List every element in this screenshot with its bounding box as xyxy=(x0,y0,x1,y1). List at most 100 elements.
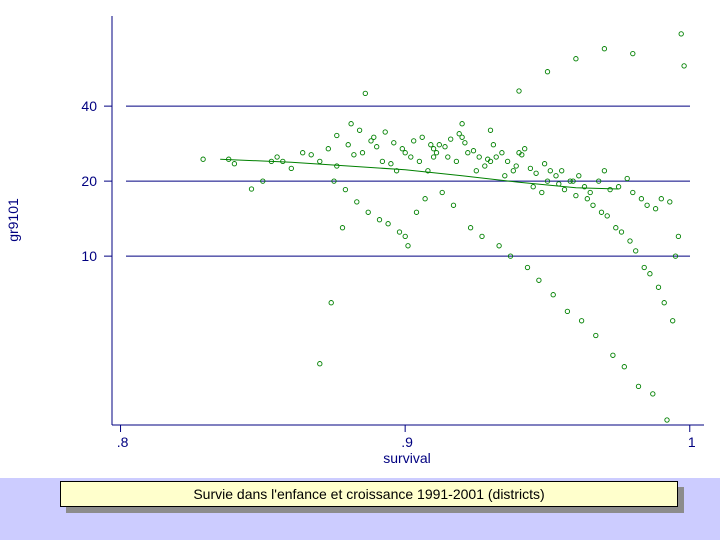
scatter-point xyxy=(462,140,468,146)
scatter-point xyxy=(493,154,499,160)
scatter-point xyxy=(465,150,471,156)
y-axis-title: gr9101 xyxy=(5,198,21,242)
scatter-point xyxy=(348,121,354,127)
x-tick-label: .8 xyxy=(117,434,129,450)
scatter-point xyxy=(530,184,536,190)
scatter-point xyxy=(553,173,559,179)
scatter-point xyxy=(536,277,542,283)
scatter-point xyxy=(550,292,556,298)
y-tick-label: 10 xyxy=(81,248,97,264)
scatter-point xyxy=(345,142,351,148)
scatter-point xyxy=(635,383,642,390)
scatter-point xyxy=(362,90,368,97)
scatter-point xyxy=(658,196,664,202)
scatter-point xyxy=(547,168,553,174)
scatter-point xyxy=(359,150,366,156)
scatter-point xyxy=(533,170,539,176)
scatter-point xyxy=(342,186,349,193)
scatter-point xyxy=(630,189,636,196)
scatter-point xyxy=(445,154,451,160)
scatter-point xyxy=(382,129,388,135)
scatter-point xyxy=(450,202,457,208)
scatter-point xyxy=(496,243,502,249)
scatter-point xyxy=(334,132,340,139)
scatter-point xyxy=(581,184,588,190)
scatter-point xyxy=(413,209,420,215)
scatter-point xyxy=(513,163,519,169)
scatter-point xyxy=(365,209,371,215)
y-axis-ticks: 10 20 40 xyxy=(81,98,112,264)
scatter-point xyxy=(200,156,206,162)
scatter-point xyxy=(570,178,576,184)
scatter-point xyxy=(433,150,440,156)
scatter-point xyxy=(391,140,397,146)
scatter-point xyxy=(473,168,479,174)
scatter-point xyxy=(522,146,528,152)
scatter-point xyxy=(485,156,491,162)
scatter-point xyxy=(507,253,514,259)
x-tick-label: .9 xyxy=(401,434,413,450)
scatter-point xyxy=(675,233,682,240)
scatter-point xyxy=(601,168,608,174)
scatter-point xyxy=(638,196,645,202)
scatter-point xyxy=(419,134,425,140)
scatter-point xyxy=(482,163,488,169)
scatter-point xyxy=(374,144,380,150)
scatter-point xyxy=(368,138,374,144)
scatter-point xyxy=(601,46,608,52)
scatter-point xyxy=(593,332,599,339)
scatter-point xyxy=(544,69,551,75)
scatter-point xyxy=(667,199,673,205)
scatter-point xyxy=(467,225,474,231)
scatter-point xyxy=(459,121,465,127)
scatter-point xyxy=(396,229,403,235)
scatter-point xyxy=(678,31,684,37)
scatter-point xyxy=(573,192,579,199)
scatter-point xyxy=(610,352,616,358)
scatter-point xyxy=(524,264,531,271)
scatter-point xyxy=(288,165,294,172)
scatter-point xyxy=(456,131,462,137)
scatter-point xyxy=(650,391,656,397)
scatter-point xyxy=(633,248,639,254)
chart-caption: Survie dans l'enfance et croissance 1991… xyxy=(60,481,678,507)
scatter-point xyxy=(430,154,437,160)
scatter-point xyxy=(371,134,377,140)
scatter-point xyxy=(459,134,465,140)
scatter-point xyxy=(502,173,508,179)
scatter-point xyxy=(231,161,238,167)
scatter-point xyxy=(248,186,255,192)
scatter-point xyxy=(664,417,670,423)
scatter-point xyxy=(425,168,431,174)
scatter-point xyxy=(630,50,636,57)
scatter-point xyxy=(402,150,408,156)
scatter-point xyxy=(519,152,525,158)
scatter-point xyxy=(516,88,522,94)
scatter-point xyxy=(388,161,394,167)
scatter-point xyxy=(448,136,454,142)
scatter-point xyxy=(379,158,386,165)
scatter-point xyxy=(661,300,667,306)
scatter-point xyxy=(596,178,602,184)
scatter-point xyxy=(615,184,622,190)
scatter-point xyxy=(573,56,579,62)
scatter-point xyxy=(411,138,417,144)
scatter-point xyxy=(539,189,545,196)
scatter-point xyxy=(356,127,363,133)
scatter-point xyxy=(621,364,627,370)
x-tick-label: 1 xyxy=(688,434,696,450)
scatter-point xyxy=(453,158,460,165)
scatter-point xyxy=(564,308,571,315)
scatter-point xyxy=(442,144,448,150)
scatter-point xyxy=(578,318,585,324)
scatter-point xyxy=(470,148,477,154)
scatter-point xyxy=(510,168,516,174)
scatter-point xyxy=(393,168,400,174)
scatter-point xyxy=(561,186,568,193)
scatter-point xyxy=(436,142,442,148)
scatter-point xyxy=(399,146,405,152)
y-tick-label: 20 xyxy=(81,173,97,189)
scatter-point xyxy=(670,318,676,324)
scatter-point xyxy=(624,175,630,182)
scatter-point xyxy=(439,189,445,196)
